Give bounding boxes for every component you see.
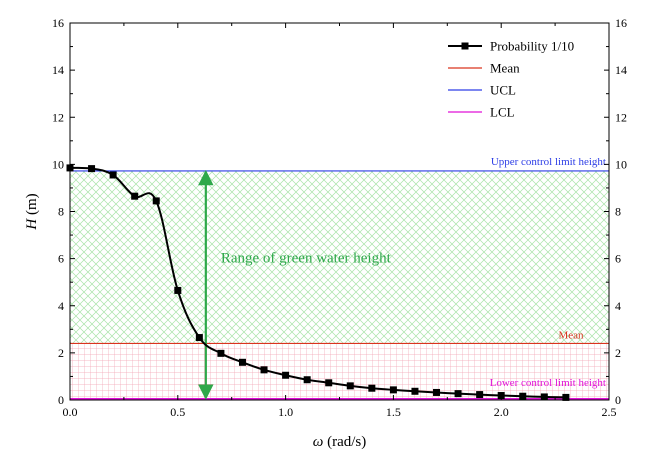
legend: Probability 1/10 Mean UCL LCL [448, 39, 574, 120]
legend-label: Probability 1/10 [490, 39, 574, 54]
y-axis-unit: (m) [24, 193, 40, 218]
x-axis-title: ω (rad/s) [313, 434, 367, 450]
data-point-9 [260, 366, 268, 374]
legend-label: Mean [490, 61, 520, 76]
legend-swatch-marker [461, 42, 469, 50]
y-axis-symbol: H [24, 218, 40, 231]
data-point-19 [476, 391, 484, 399]
data-point-11 [303, 376, 311, 384]
y-tick-label-left: 8 [58, 205, 64, 219]
data-point-21 [519, 392, 527, 400]
data-point-22 [540, 393, 548, 401]
y-tick-label-left: 0 [58, 393, 64, 407]
y-tick-label-right: 0 [615, 393, 621, 407]
y-tick-label-right: 14 [615, 63, 627, 77]
data-point-14 [368, 384, 376, 392]
y-tick-label-right: 6 [615, 252, 621, 266]
y-tick-label-left: 2 [58, 346, 64, 360]
x-axis-unit: (rad/s) [323, 434, 366, 450]
red-grid-region [70, 343, 609, 399]
y-axis-title: H (m) [24, 193, 40, 230]
legend-label: UCL [490, 83, 516, 98]
data-point-12 [325, 379, 333, 387]
data-point-6 [195, 334, 203, 342]
data-point-10 [282, 371, 290, 379]
ucl-label: Upper control limit height [491, 156, 606, 168]
y-tick-label-left: 14 [52, 63, 64, 77]
data-point-13 [346, 382, 354, 390]
y-tick-label-right: 4 [615, 299, 621, 313]
x-tick-label: 0.5 [170, 405, 185, 419]
data-point-8 [238, 358, 246, 366]
data-point-15 [389, 386, 397, 394]
data-point-16 [411, 387, 419, 395]
green-hatch-region [70, 170, 609, 344]
y-tick-label-right: 10 [615, 157, 627, 171]
data-point-17 [433, 388, 441, 396]
y-tick-label-right: 8 [615, 205, 621, 219]
y-tick-label-left: 10 [52, 157, 64, 171]
x-tick-label: 1.5 [386, 405, 401, 419]
x-tick-label: 0.0 [63, 405, 78, 419]
x-axis-symbol: ω [313, 434, 324, 450]
data-point-7 [217, 349, 225, 357]
shaded-regions [70, 170, 609, 399]
y-tick-label-right: 16 [615, 16, 627, 30]
x-tick-label: 2.0 [494, 405, 509, 419]
range-label: Range of green water height [221, 250, 392, 266]
range-arrow-group: Range of green water height [198, 169, 392, 400]
data-point-18 [454, 390, 462, 398]
data-point-1 [88, 165, 96, 173]
y-tick-label-left: 4 [58, 299, 64, 313]
data-point-5 [174, 286, 182, 294]
y-tick-label-right: 2 [615, 346, 621, 360]
legend-label: LCL [490, 105, 515, 120]
x-tick-label: 1.0 [278, 405, 293, 419]
lcl-label: Lower control limit height [490, 377, 606, 389]
data-point-2 [109, 171, 117, 179]
y-tick-label-left: 12 [52, 110, 64, 124]
mean-label: Mean [558, 329, 584, 341]
x-tick-label: 2.5 [602, 405, 617, 419]
data-point-3 [131, 192, 139, 200]
data-point-23 [562, 393, 570, 401]
data-point-4 [152, 197, 160, 205]
y-tick-label-right: 12 [615, 110, 627, 124]
y-tick-label-left: 16 [52, 16, 64, 30]
y-tick-label-left: 6 [58, 252, 64, 266]
